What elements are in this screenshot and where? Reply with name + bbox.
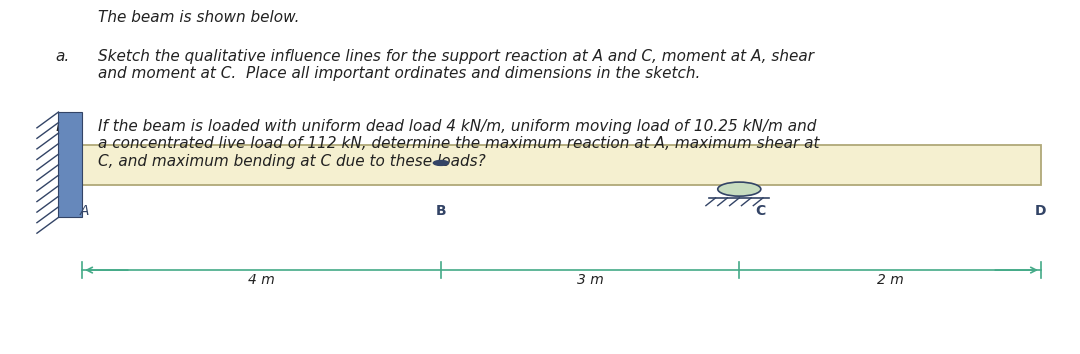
Text: b.: b. <box>55 119 70 134</box>
Text: 4 m: 4 m <box>248 273 275 287</box>
Circle shape <box>433 160 448 165</box>
Text: The beam is shown below.: The beam is shown below. <box>98 10 300 25</box>
Text: 2 m: 2 m <box>877 273 904 287</box>
Text: a.: a. <box>55 49 69 64</box>
Text: If the beam is loaded with uniform dead load 4 kN/m, uniform moving load of 10.2: If the beam is loaded with uniform dead … <box>98 119 820 169</box>
Text: Sketch the qualitative influence lines for the support reaction at A and C, mome: Sketch the qualitative influence lines f… <box>98 49 814 81</box>
Text: 3 m: 3 m <box>577 273 604 287</box>
Text: A: A <box>80 204 89 218</box>
Circle shape <box>718 182 760 196</box>
Text: D: D <box>1035 204 1047 218</box>
Text: B: B <box>435 204 446 218</box>
Bar <box>58 112 82 217</box>
Text: C: C <box>756 204 766 218</box>
Bar <box>82 144 1041 185</box>
